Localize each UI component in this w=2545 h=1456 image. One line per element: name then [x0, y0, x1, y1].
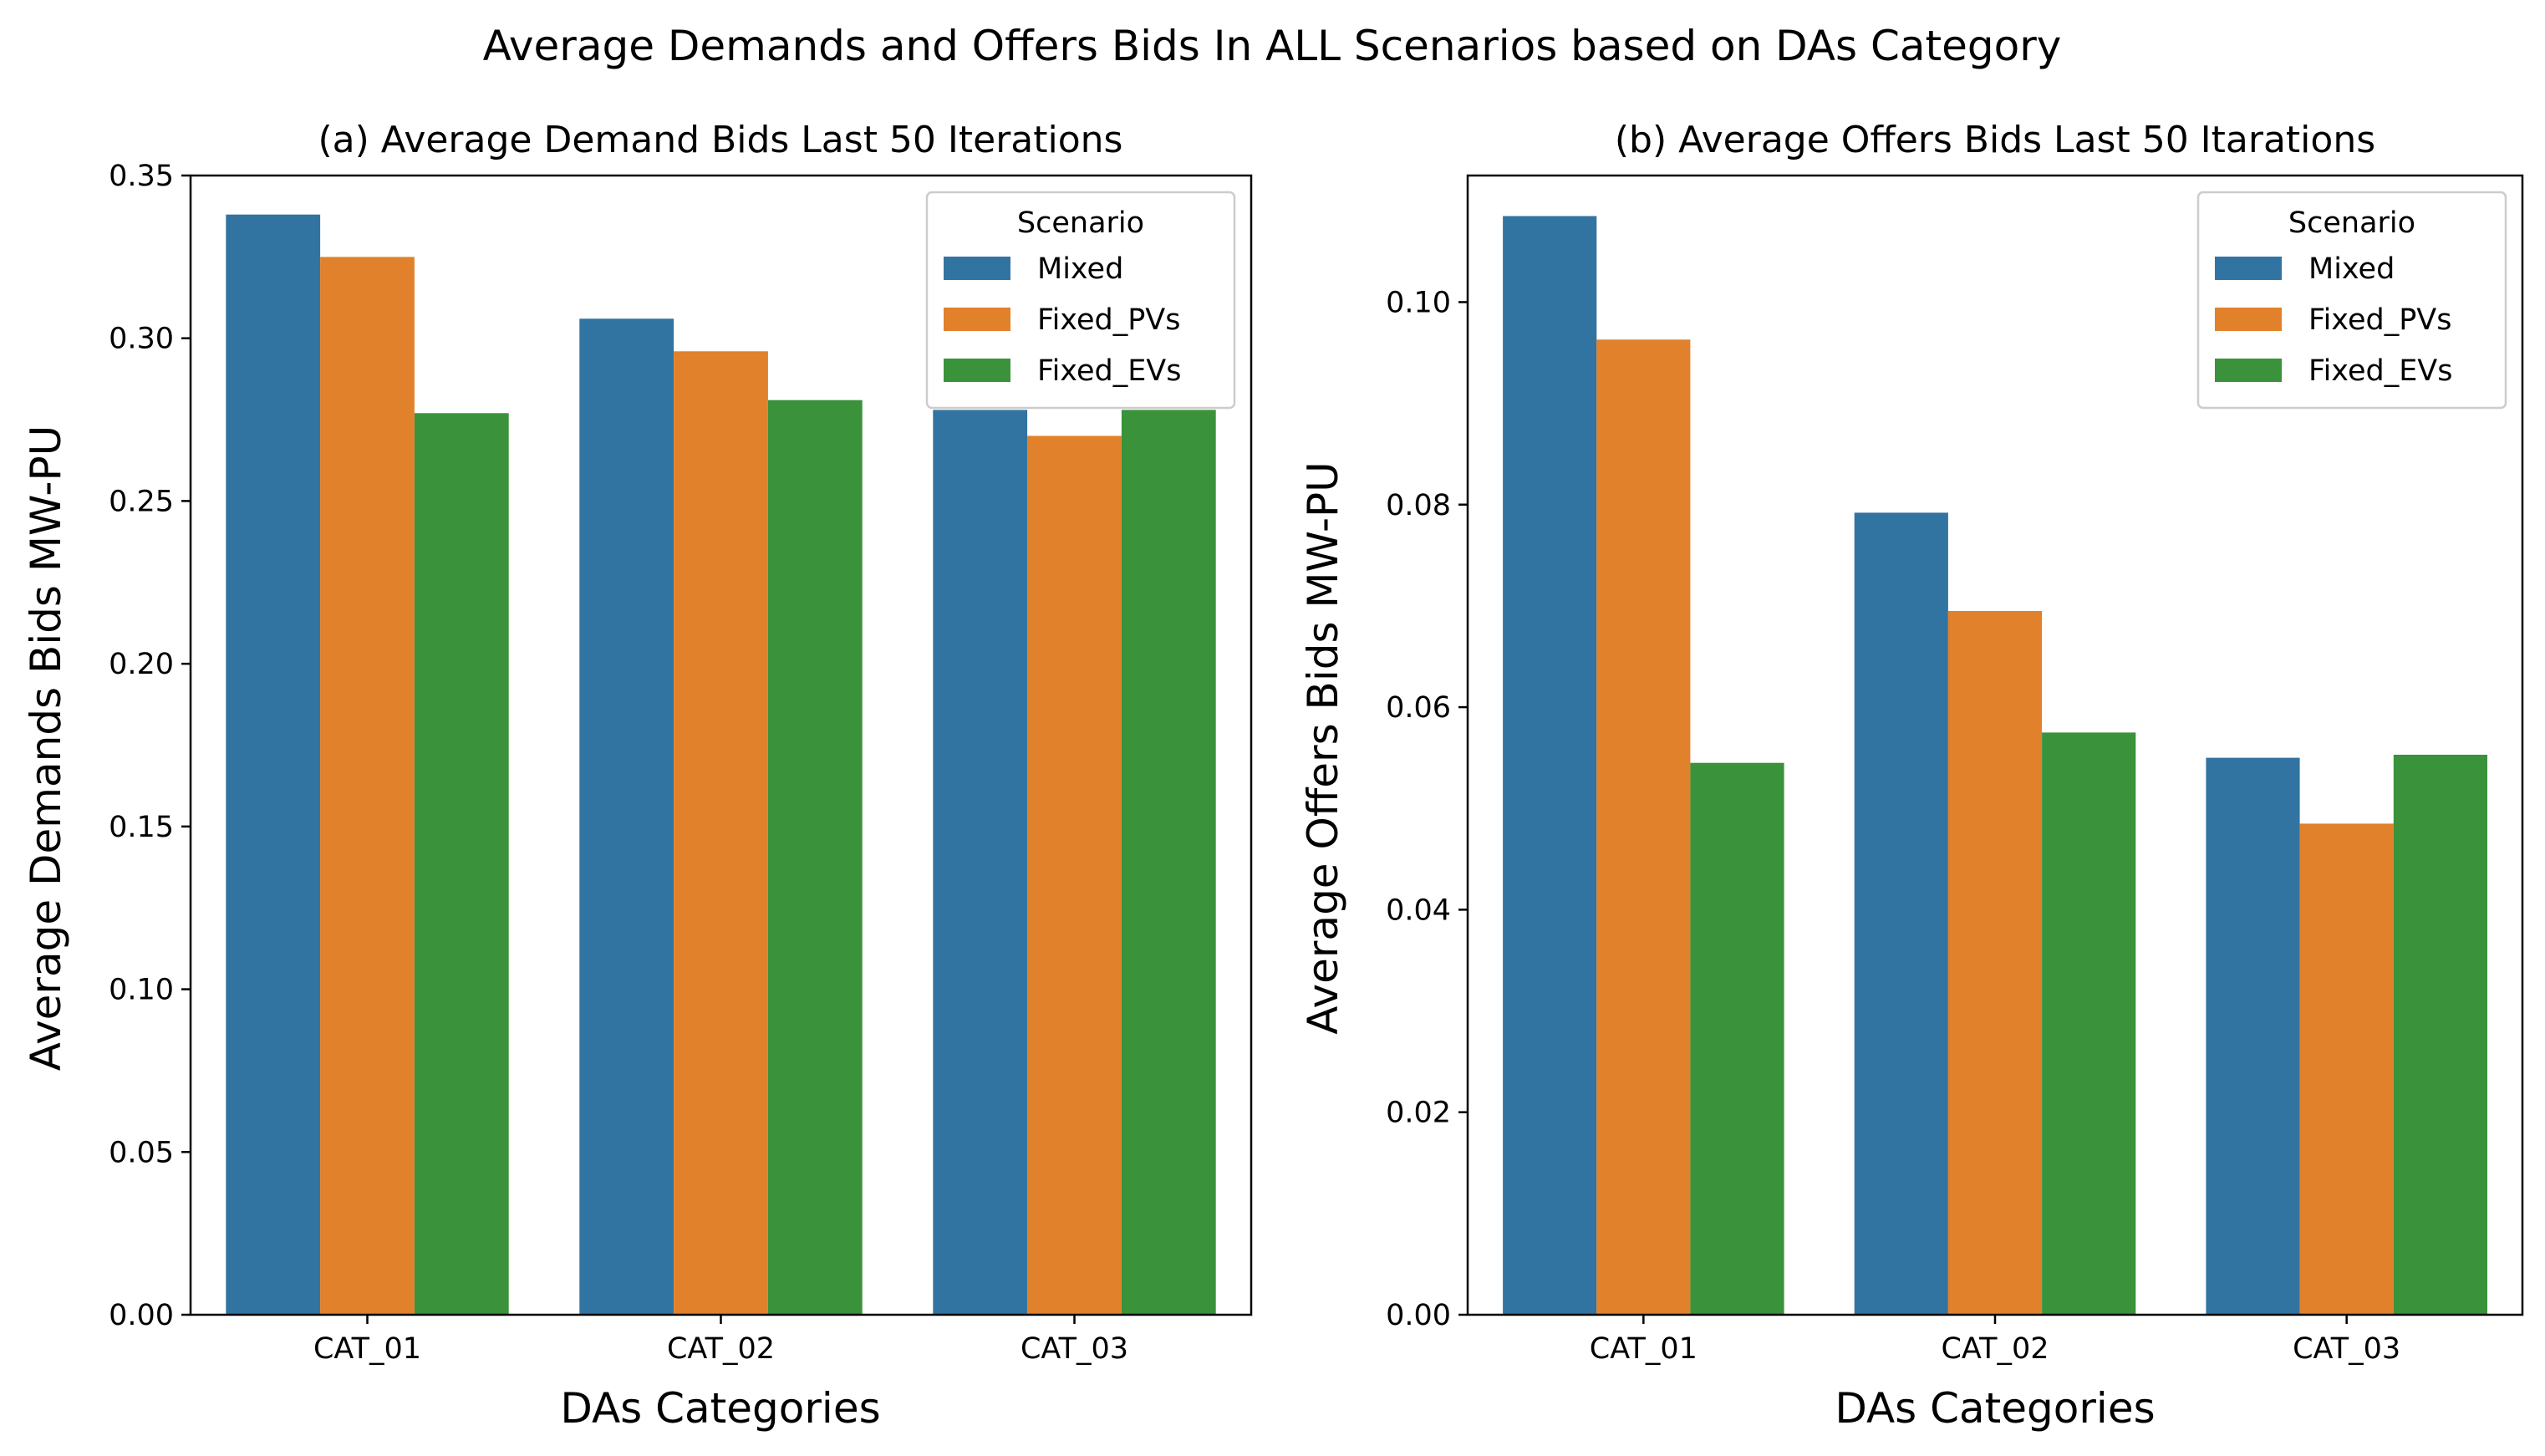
chart-b-bar-fixed-evs-cat-03 [2393, 755, 2487, 1315]
chart-a-legend-swatch-fixed-evs [944, 359, 1010, 382]
chart-a-legend-label-mixed: Mixed [1037, 252, 1123, 286]
chart-b-bar-fixed-evs-cat-02 [2042, 732, 2136, 1315]
chart-a-legend: Scenario Mixed Fixed_PVs Fixed_EVs [925, 191, 1236, 410]
chart-b-bar-mixed-cat-01 [1503, 216, 1597, 1315]
chart-a-legend-frame [925, 191, 1236, 410]
chart-a-legend-label-fixed-pvs: Fixed_PVs [1037, 303, 1180, 337]
chart-b-xtick-label: CAT_03 [2293, 1332, 2400, 1366]
chart-b-legend-label-mixed: Mixed [2308, 252, 2395, 286]
chart-b-ytick-label: 0.00 [1386, 1299, 1451, 1332]
chart-b-legend: Scenario Mixed Fixed_PVs Fixed_EVs [2196, 191, 2507, 410]
chart-a-ytick-label: 0.10 [109, 974, 174, 1007]
chart-a-title: (a) Average Demand Bids Last 50 Iteratio… [318, 119, 1123, 161]
chart-b-ytick-label: 0.06 [1386, 691, 1451, 725]
chart-a-legend-swatch-fixed-pvs [944, 308, 1010, 331]
chart-b-bar-fixed-pvs-cat-03 [2299, 823, 2394, 1315]
chart-b-ytick-label: 0.04 [1386, 893, 1451, 927]
chart-a: (a) Average Demand Bids Last 50 Iteratio… [22, 119, 1253, 1433]
chart-b-legend-frame [2196, 191, 2507, 410]
chart-b-xtick-label: CAT_02 [1941, 1332, 2049, 1366]
chart-b-bar-mixed-cat-03 [2206, 757, 2300, 1315]
chart-a-bar-mixed-cat-02 [579, 318, 674, 1315]
chart-a-legend-swatch-mixed [944, 257, 1010, 280]
chart-b-xlabel: DAs Categories [1835, 1384, 2155, 1433]
figure-suptitle: Average Demands and Offers Bids In ALL S… [483, 22, 2062, 70]
chart-a-legend-label-fixed-evs: Fixed_EVs [1037, 354, 1182, 388]
chart-b-legend-swatch-fixed-evs [2215, 359, 2282, 382]
chart-a-ytick-label: 0.00 [109, 1299, 174, 1332]
chart-a-xtick-label: CAT_02 [667, 1332, 775, 1366]
chart-a-xtick-label: CAT_01 [313, 1332, 421, 1366]
chart-b-bar-mixed-cat-02 [1854, 512, 1948, 1315]
chart-a-plot: 0.00 0.05 0.10 0.15 0.20 0.25 0.30 0.35 CAT_01 CA… [109, 160, 1253, 1366]
chart-b-ylabel: Average Offers Bids MW-PU [1299, 461, 1347, 1035]
chart-b-legend-swatch-fixed-pvs [2215, 308, 2282, 331]
chart-b-ytick-label: 0.10 [1386, 286, 1451, 319]
chart-b-legend-label-fixed-pvs: Fixed_PVs [2308, 303, 2451, 337]
chart-a-ytick-label: 0.15 [109, 811, 174, 844]
chart-a-legend-title: Scenario [1017, 206, 1144, 240]
chart-b-bar-fixed-pvs-cat-01 [1596, 339, 1691, 1315]
chart-a-bar-fixed-evs-cat-01 [414, 413, 509, 1315]
chart-a-ytick-label: 0.05 [109, 1136, 174, 1169]
chart-a-ytick-label: 0.30 [109, 323, 174, 356]
chart-a-bar-fixed-pvs-cat-03 [1027, 435, 1122, 1315]
chart-a-bar-mixed-cat-01 [226, 214, 321, 1316]
chart-a-bar-fixed-evs-cat-03 [1121, 410, 1216, 1315]
chart-a-ytick-label: 0.20 [109, 648, 174, 681]
chart-b-ytick-label: 0.08 [1386, 489, 1451, 522]
chart-b-xtick-label: CAT_01 [1590, 1332, 1698, 1366]
chart-a-bar-fixed-pvs-cat-02 [674, 351, 768, 1315]
chart-a-ytick-label: 0.25 [109, 485, 174, 518]
chart-a-bar-fixed-pvs-cat-01 [320, 257, 415, 1315]
chart-b-legend-label-fixed-evs: Fixed_EVs [2308, 354, 2453, 388]
chart-a-xtick-label: CAT_03 [1021, 1332, 1128, 1366]
chart-a-xlabel: DAs Categories [560, 1384, 880, 1433]
chart-a-ylabel: Average Demands Bids MW-PU [22, 425, 70, 1071]
chart-a-ytick-label: 0.35 [109, 160, 174, 193]
chart-b-bar-fixed-evs-cat-01 [1690, 762, 1784, 1315]
chart-b-legend-title: Scenario [2288, 206, 2415, 240]
chart-b-title: (b) Average Offers Bids Last 50 Itaratio… [1615, 119, 2375, 161]
chart-b: (b) Average Offers Bids Last 50 Itaratio… [1299, 119, 2524, 1433]
chart-b-legend-swatch-mixed [2215, 257, 2282, 280]
chart-a-bar-fixed-evs-cat-02 [767, 400, 863, 1316]
chart-b-ytick-label: 0.02 [1386, 1097, 1451, 1130]
chart-b-plot: 0.00 0.02 0.04 0.06 0.08 0.10 CAT_01 CAT_02 CAT_… [1386, 174, 2524, 1366]
chart-b-bar-fixed-pvs-cat-02 [1947, 611, 2043, 1315]
chart-a-bar-mixed-cat-03 [933, 410, 1028, 1315]
